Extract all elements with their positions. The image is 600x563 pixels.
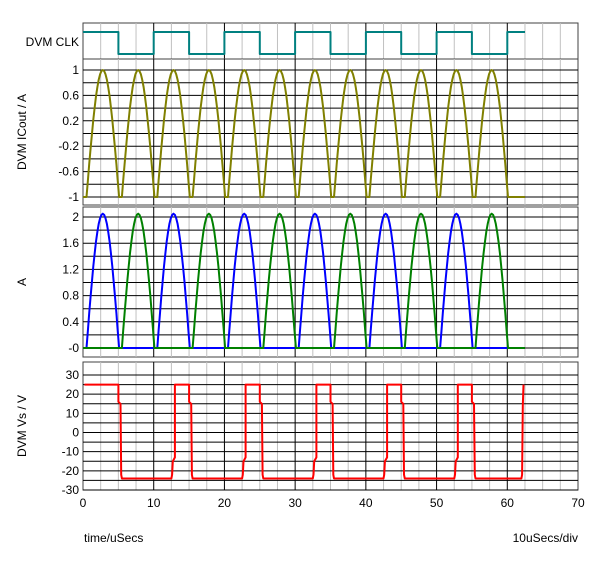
y-tick-label: -10 (62, 445, 80, 459)
y-tick-label: 0.2 (62, 114, 79, 128)
y-tick-label: 10 (66, 406, 80, 420)
x-tick-label: 40 (359, 496, 373, 510)
x-tick-label: 70 (571, 496, 585, 510)
clk-panel: DVM CLK (26, 22, 579, 60)
iout-panel: 1 0.6 0.2 -0.2 -0.6 -1 DVM ICout / A (15, 58, 579, 206)
y-tick-label: 0 (72, 426, 79, 440)
x-tick-label: 10 (147, 496, 161, 510)
y-tick-label: 1.2 (62, 262, 79, 276)
y-tick-label: 0.6 (62, 88, 79, 102)
y-tick-label: -0 (68, 341, 79, 355)
y-tick-label: 1 (72, 63, 79, 77)
x-axis-label: time/uSecs (84, 531, 143, 545)
x-tick-label: 20 (218, 496, 232, 510)
x-tick-label: 60 (501, 496, 515, 510)
series-line-2 (83, 212, 525, 349)
x-tick-label: 0 (80, 496, 87, 510)
panel-label: DVM CLK (26, 35, 79, 49)
time-scale-label: 10uSecs/div (513, 531, 578, 545)
y-tick-label: 0.4 (62, 315, 79, 329)
y-tick-label: -0.6 (58, 165, 79, 179)
series-line-1 (83, 212, 525, 349)
y-tick-label: -1 (68, 190, 79, 204)
y-tick-label: 2 (72, 210, 79, 224)
panel-label: A (15, 278, 29, 286)
currents-panel: 2 1.6 1.2 0.8 0.4 -0 A (15, 206, 579, 358)
y-tick-label: 0.8 (62, 289, 79, 303)
y-tick-label: -20 (62, 464, 80, 478)
y-tick-label: 1.6 (62, 236, 79, 250)
x-tick-label: 30 (288, 496, 302, 510)
panel-label: DVM ICout / A (15, 94, 29, 170)
y-tick-label: -0.2 (58, 139, 79, 153)
y-tick-label: 30 (66, 368, 80, 382)
series-line-1 (83, 31, 525, 55)
series-line-1 (84, 383, 525, 480)
panel-label: DVM Vs / V (15, 395, 29, 457)
y-tick-label: 20 (66, 387, 80, 401)
series-line-1 (83, 69, 525, 198)
x-tick-label: 50 (430, 496, 444, 510)
y-tick-label: -30 (62, 483, 80, 497)
